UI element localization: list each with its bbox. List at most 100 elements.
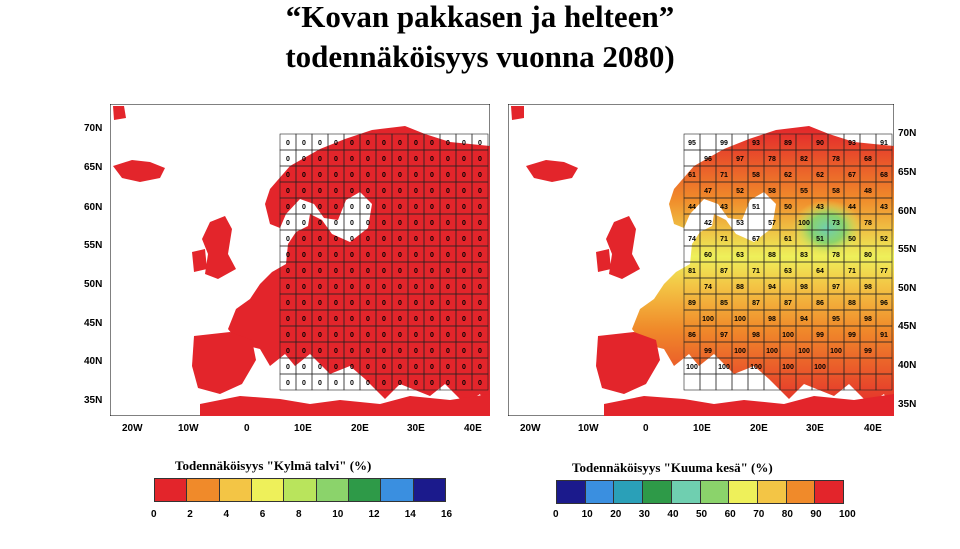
cell-value: 68	[880, 172, 888, 179]
cell-value: 0	[478, 156, 482, 163]
cell-value: 0	[382, 300, 386, 307]
cell-value: 0	[446, 220, 450, 227]
cell-value: 0	[398, 156, 402, 163]
cell-value: 0	[462, 172, 466, 179]
cell-value: 64	[816, 268, 824, 275]
cell-value: 0	[302, 252, 306, 259]
legend-swatch	[671, 481, 701, 503]
cell-value: 52	[880, 236, 888, 243]
legend-swatch	[155, 479, 188, 501]
legend-swatch	[557, 481, 586, 503]
cell-value: 0	[462, 364, 466, 371]
cell-value: 0	[446, 140, 450, 147]
cell-value: 44	[688, 204, 696, 211]
cell-value: 0	[318, 156, 322, 163]
lon-label: 10E	[294, 423, 312, 434]
cell-value: 0	[398, 268, 402, 275]
cell-value: 53	[736, 220, 744, 227]
cell-value: 0	[446, 332, 450, 339]
cold-winter-map: 0 0 0 0 0 0 0 0 0 0 0 0 0 0 0 0 0 0 0 0 0 0 0 0 0 0 0 0 0 0 0 0 0 0 0 0 0 0 0 0…	[110, 104, 490, 416]
cell-value: 0	[334, 156, 338, 163]
cell-value: 0	[286, 236, 290, 243]
cell-value: 0	[318, 316, 322, 323]
legend-tick: 4	[223, 509, 230, 520]
cell-value: 0	[366, 316, 370, 323]
cell-value: 0	[414, 252, 418, 259]
cell-value: 78	[768, 156, 776, 163]
cell-value: 50	[784, 204, 792, 211]
cell-value: 51	[752, 204, 760, 211]
cell-value: 88	[736, 284, 744, 291]
cell-value: 0	[478, 364, 482, 371]
cell-value: 0	[430, 220, 434, 227]
cell-value: 0	[414, 220, 418, 227]
cell-value: 0	[350, 204, 354, 211]
cell-value: 0	[286, 188, 290, 195]
cell-value: 0	[398, 348, 402, 355]
cell-value: 0	[302, 188, 306, 195]
cell-value: 0	[286, 332, 290, 339]
cell-value: 0	[462, 204, 466, 211]
cell-value: 0	[430, 252, 434, 259]
cell-value: 0	[334, 380, 338, 387]
cell-value: 0	[478, 300, 482, 307]
cell-value: 0	[350, 172, 354, 179]
cell-value: 43	[720, 204, 728, 211]
cell-value: 78	[832, 252, 840, 259]
cell-value: 0	[462, 252, 466, 259]
cell-value: 0	[318, 172, 322, 179]
cell-value: 0	[430, 300, 434, 307]
cell-value: 0	[430, 316, 434, 323]
legend-swatch	[251, 479, 285, 501]
cell-value: 71	[720, 172, 728, 179]
cell-value: 0	[478, 140, 482, 147]
cell-value: 0	[382, 252, 386, 259]
cell-value: 85	[720, 300, 728, 307]
cell-value: 0	[430, 284, 434, 291]
cell-value: 0	[366, 188, 370, 195]
cell-value: 0	[286, 316, 290, 323]
cell-value: 0	[286, 364, 290, 371]
cell-value: 0	[286, 220, 290, 227]
cell-value: 0	[382, 316, 386, 323]
cell-value: 0	[382, 188, 386, 195]
cell-value: 61	[784, 236, 792, 243]
cell-value: 94	[768, 284, 776, 291]
legend-swatch	[348, 479, 382, 501]
cell-value: 68	[864, 156, 872, 163]
legend-swatch	[284, 479, 317, 501]
lat-label: 50N	[898, 283, 917, 294]
cell-value: 0	[398, 316, 402, 323]
cell-value: 0	[350, 300, 354, 307]
lat-label: 40N	[84, 356, 103, 367]
cell-value: 0	[318, 364, 322, 371]
legend-swatch	[585, 481, 615, 503]
legend-colorbar-cold	[154, 478, 446, 502]
cell-value: 0	[350, 156, 354, 163]
cell-value: 0	[478, 236, 482, 243]
legend-tick: 80	[781, 509, 793, 520]
cell-value: 0	[414, 268, 418, 275]
cell-value: 96	[880, 300, 888, 307]
cell-value: 0	[350, 252, 354, 259]
legend-tick: 100	[839, 509, 856, 520]
cell-value: 95	[832, 316, 840, 323]
cell-value: 0	[446, 188, 450, 195]
cell-value: 0	[462, 156, 466, 163]
legend-tick: 6	[259, 509, 266, 520]
cell-value: 99	[720, 140, 728, 147]
cell-value: 0	[302, 268, 306, 275]
cell-value: 0	[334, 204, 338, 211]
cell-value: 0	[462, 348, 466, 355]
cell-value: 58	[752, 172, 760, 179]
cell-value: 0	[302, 156, 306, 163]
cell-value: 100	[718, 364, 730, 371]
cell-value: 0	[302, 284, 306, 291]
cell-value: 0	[414, 204, 418, 211]
cell-value: 86	[688, 332, 696, 339]
cell-value: 0	[334, 268, 338, 275]
cell-value: 99	[816, 332, 824, 339]
cell-value: 50	[848, 236, 856, 243]
cell-value: 0	[286, 252, 290, 259]
grid-cell	[471, 373, 489, 391]
